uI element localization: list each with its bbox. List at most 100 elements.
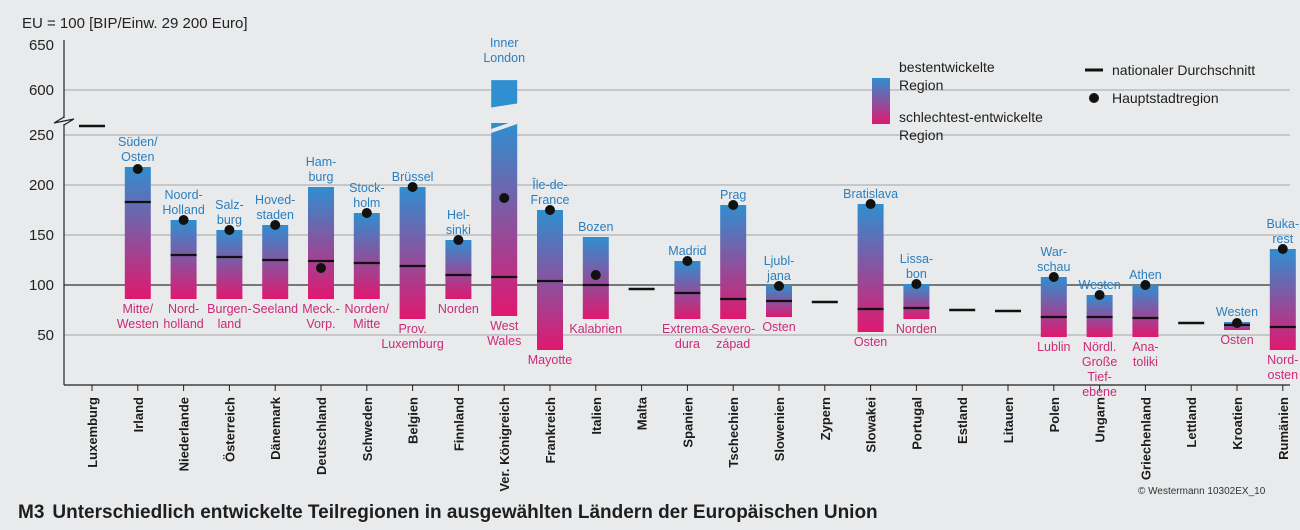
capital-dot-finnland: [453, 235, 464, 245]
worst-region-label-deutschland: Meck.-Vorp.: [302, 302, 340, 331]
country-label-luxemburg: Luxemburg: [85, 397, 100, 468]
country-label-schweden: Schweden: [360, 397, 375, 461]
bar-finnland: [445, 240, 472, 299]
capital-dot-dänemark: [270, 220, 281, 230]
country-label-finnland: Finnland: [451, 397, 466, 451]
best-region-label-spanien: Madrid: [668, 244, 706, 258]
capital-dot-spanien: [682, 256, 693, 266]
country-label-irland: Irland: [131, 397, 146, 432]
country-label-ungarn: Ungarn: [1093, 397, 1108, 443]
capital-dot-ver-königreich: [499, 193, 510, 203]
country-label-deutschland: Deutschland: [314, 397, 329, 475]
legend-average-label: nationaler Durchschnitt: [1112, 62, 1255, 78]
country-label-italien: Italien: [589, 397, 604, 435]
country-label-dänemark: Dänemark: [268, 396, 283, 460]
country-label-rumänien: Rumänien: [1276, 397, 1291, 460]
best-region-label-rumänien: Buka-rest: [1266, 217, 1299, 246]
worst-region-label-schweden: Norden/Mitte: [345, 302, 390, 331]
country-label-österreich: Österreich: [222, 397, 237, 462]
bar-slowakei: [857, 204, 884, 332]
worst-region-label-ver-königreich: West Wales: [487, 319, 521, 348]
bar-portugal: [903, 284, 930, 319]
capital-dot-schweden: [361, 208, 372, 218]
country-label-belgien: Belgien: [406, 397, 421, 444]
figure-caption: M3 Unterschiedlich entwickelte Teilregion…: [18, 502, 878, 524]
best-region-label-frankreich: Île-de-France: [531, 177, 570, 207]
worst-region-label-italien: Kalabrien: [569, 322, 622, 336]
country-label-kroatien: Kroatien: [1230, 397, 1245, 450]
worst-region-label-portugal: Norden: [896, 322, 937, 336]
worst-region-label-griechenland: Ana-toliki: [1132, 340, 1158, 369]
country-label-lettland: Lettland: [1184, 397, 1199, 448]
worst-region-label-österreich: Burgen-land: [207, 302, 251, 331]
bar-spanien: [674, 261, 701, 319]
best-region-label-griechenland: Athen: [1129, 268, 1162, 282]
worst-region-label-spanien: Extrema-dura: [662, 322, 713, 351]
legend-best-label: bestentwickelte Region: [899, 59, 995, 93]
legend-capital-label: Hauptstadtregion: [1112, 90, 1219, 106]
capital-dot-irland: [132, 164, 143, 174]
bar-irland: [124, 167, 151, 299]
capital-dot-portugal: [911, 279, 922, 289]
y-axis-break: [53, 116, 75, 126]
capital-dot-tschechien: [728, 200, 739, 210]
worst-region-label-slowenien: Osten: [762, 320, 795, 334]
bar-österreich: [216, 230, 243, 299]
legend-gradient-swatch: [872, 78, 890, 124]
best-region-label-niederlande: Noord-Holland: [162, 188, 204, 217]
legend: bestentwickelte Region schlechtest-entwic…: [872, 59, 1255, 143]
best-region-label-polen: War-schau: [1037, 245, 1070, 274]
capital-dot-ungarn: [1094, 290, 1105, 300]
country-label-griechenland: Griechenland: [1138, 397, 1153, 480]
bar-ver-königreich: [491, 123, 518, 316]
capital-dot-slowakei: [865, 199, 876, 209]
y-tick-label-200: 200: [29, 177, 54, 194]
best-region-label-belgien: Brüssel: [392, 170, 434, 184]
country-label-ver-königreich: Ver. Königreich: [497, 397, 512, 492]
worst-region-label-dänemark: Seeland: [252, 302, 298, 316]
country-label-slowakei: Slowakei: [864, 397, 879, 453]
best-region-label-deutschland: Ham-burg: [306, 155, 337, 184]
worst-region-label-finnland: Norden: [438, 302, 479, 316]
country-label-tschechien: Tschechien: [726, 397, 741, 468]
best-region-label-dänemark: Hoved-staden: [255, 193, 295, 222]
capital-dot-rumänien: [1277, 244, 1288, 254]
y-tick-label-50: 50: [37, 327, 54, 344]
country-label-spanien: Spanien: [680, 397, 695, 448]
bar-deutschland: [308, 187, 334, 299]
capital-dot-italien: [590, 270, 601, 280]
worst-region-label-frankreich: Mayotte: [528, 353, 573, 367]
bar-break-ver-königreich: [491, 120, 518, 133]
best-region-label-slowenien: Ljubl-jana: [764, 254, 795, 283]
country-label-estland: Estland: [955, 397, 970, 444]
capital-dot-belgien: [407, 182, 418, 192]
best-region-label-kroatien: Westen: [1216, 305, 1258, 319]
best-region-label-portugal: Lissa-bon: [900, 252, 933, 281]
y-tick-label-100: 100: [29, 277, 54, 294]
capital-dot-polen: [1048, 272, 1059, 282]
best-region-label-schweden: Stock-holm: [349, 181, 384, 210]
y-tick-label-600: 600: [29, 82, 54, 99]
bar-schweden: [353, 213, 380, 299]
country-label-niederlande: Niederlande: [177, 397, 192, 471]
bar-top-ver-königreich: [491, 80, 518, 108]
worst-region-label-rumänien: Nord-osten: [1267, 353, 1298, 382]
worst-region-label-belgien: Prov. Luxemburg: [381, 322, 444, 351]
capital-dot-deutschland: [316, 263, 326, 273]
best-region-label-ver-königreich: Inner London: [483, 36, 525, 65]
capital-dot-frankreich: [545, 205, 555, 215]
worst-region-label-kroatien: Osten: [1220, 333, 1253, 347]
capital-dot-griechenland: [1140, 280, 1151, 290]
capital-dot-österreich: [224, 225, 235, 235]
country-label-slowenien: Slowenien: [772, 397, 787, 461]
bar-rumänien: [1269, 249, 1296, 350]
bar-dänemark: [262, 225, 289, 299]
country-label-polen: Polen: [1047, 397, 1062, 432]
worst-region-label-polen: Lublin: [1037, 340, 1070, 354]
y-axis-unit-label: EU = 100 [BIP/Einw. 29 200 Euro]: [22, 15, 248, 32]
y-tick-label-650: 650: [29, 37, 54, 54]
country-label-portugal: Portugal: [909, 397, 924, 450]
bar-belgien: [399, 187, 426, 319]
country-label-frankreich: Frankreich: [543, 397, 558, 464]
